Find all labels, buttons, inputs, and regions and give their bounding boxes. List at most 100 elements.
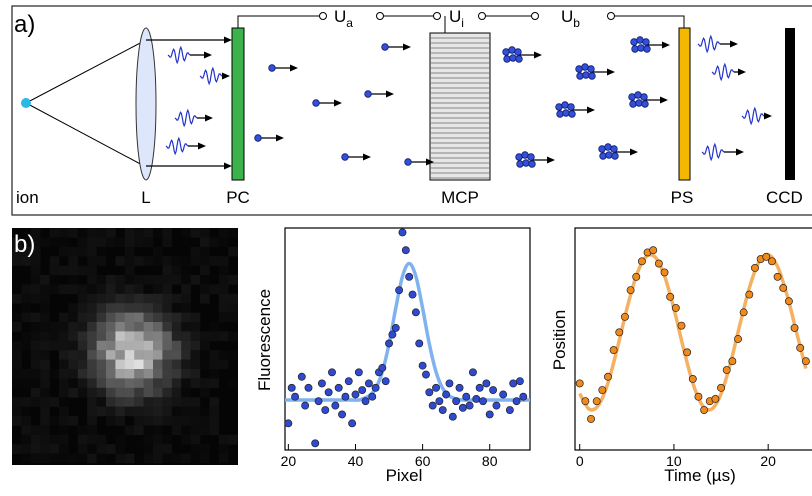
- electron: [528, 160, 536, 168]
- camera-pixel: [49, 340, 60, 351]
- camera-pixel: [171, 425, 182, 436]
- camera-pixel: [143, 228, 154, 238]
- camera-pixel: [190, 406, 201, 417]
- camera-pixel: [124, 350, 135, 360]
- terminal: [531, 12, 539, 20]
- camera-pixel: [30, 265, 41, 276]
- camera-pixel: [30, 434, 41, 445]
- camera-pixel: [190, 228, 201, 238]
- camera-pixel: [200, 359, 210, 370]
- camera-pixel: [162, 378, 173, 389]
- camera-pixel: [68, 284, 79, 295]
- camera-pixel: [40, 359, 50, 370]
- camera-pixel: [115, 453, 126, 464]
- camera-pixel: [68, 312, 79, 323]
- electron: [637, 44, 645, 52]
- camera-pixel: [106, 416, 116, 426]
- camera-pixel: [59, 444, 69, 454]
- data-point: [371, 383, 380, 392]
- data-point: [751, 264, 759, 272]
- electron: [643, 45, 651, 53]
- camera-pixel: [171, 340, 182, 351]
- camera-pixel: [218, 331, 229, 342]
- camera-pixel: [87, 378, 97, 389]
- camera-pixel: [96, 340, 107, 351]
- camera-pixel: [77, 425, 88, 436]
- data-point: [285, 419, 293, 428]
- data-point: [391, 323, 400, 332]
- data-point: [398, 228, 407, 237]
- data-point: [435, 397, 444, 406]
- camera-pixel: [49, 416, 60, 426]
- camera-pixel: [30, 397, 41, 407]
- data-point: [354, 368, 363, 377]
- electron: [503, 55, 511, 63]
- camera-pixel: [12, 444, 22, 454]
- camera-pixel: [143, 350, 154, 360]
- camera-pixel: [124, 312, 135, 323]
- photon: [199, 66, 223, 86]
- data-point: [790, 323, 799, 332]
- fit-curve: [285, 261, 530, 402]
- camera-pixel: [162, 265, 173, 276]
- electron: [364, 90, 372, 98]
- camera-pixel: [153, 369, 163, 379]
- camera-pixel: [124, 322, 135, 332]
- camera-pixel: [124, 331, 135, 342]
- camera-pixel: [40, 387, 50, 398]
- camera-pixel: [143, 293, 154, 304]
- camera-pixel: [49, 256, 60, 266]
- camera-pixel: [218, 265, 229, 276]
- camera-pixel: [87, 237, 97, 248]
- data-point: [328, 368, 336, 377]
- camera-pixel: [40, 237, 50, 248]
- camera-pixel: [68, 359, 79, 370]
- camera-pixel: [218, 237, 229, 248]
- camera-pixel: [171, 322, 182, 332]
- data-point: [445, 379, 454, 388]
- camera-pixel: [134, 425, 144, 436]
- camera-pixel: [40, 331, 50, 342]
- camera-pixel: [162, 387, 173, 398]
- component-label: CCD: [766, 188, 803, 207]
- data-point: [291, 392, 300, 401]
- data-point: [472, 394, 481, 403]
- camera-pixel: [153, 303, 163, 313]
- camera-pixel: [190, 444, 201, 454]
- camera-pixel: [87, 406, 97, 417]
- camera-pixel: [171, 406, 182, 417]
- camera-pixel: [171, 378, 182, 389]
- camera-pixel: [40, 284, 50, 295]
- camera-pixel: [209, 397, 220, 407]
- data-point: [455, 383, 464, 392]
- data-point: [654, 259, 663, 268]
- camera-pixel: [228, 331, 238, 342]
- wire: [614, 15, 685, 28]
- camera-pixel: [153, 378, 163, 389]
- camera-pixel: [153, 246, 163, 257]
- camera-pixel: [87, 284, 97, 295]
- camera-pixel: [124, 378, 135, 389]
- data-point: [626, 286, 635, 295]
- camera-pixel: [40, 340, 50, 351]
- camera-pixel: [200, 256, 210, 266]
- camera-pixel: [181, 275, 191, 285]
- camera-pixel: [87, 312, 97, 323]
- camera-pixel: [228, 378, 238, 389]
- camera-pixel: [106, 340, 116, 351]
- camera-pixel: [77, 387, 88, 398]
- camera-pixel: [12, 340, 22, 351]
- camera-pixel: [162, 397, 173, 407]
- camera-pixel: [134, 228, 144, 238]
- camera-pixel: [40, 378, 50, 389]
- camera-pixel: [218, 293, 229, 304]
- voltage-label: Ui: [449, 7, 464, 30]
- camera-pixel: [162, 256, 173, 266]
- camera-pixel: [30, 293, 41, 304]
- electron: [404, 158, 412, 166]
- camera-pixel: [209, 369, 220, 379]
- camera-pixel: [143, 275, 154, 285]
- electron: [604, 143, 612, 151]
- camera-pixel: [96, 312, 107, 323]
- camera-pixel: [12, 378, 22, 389]
